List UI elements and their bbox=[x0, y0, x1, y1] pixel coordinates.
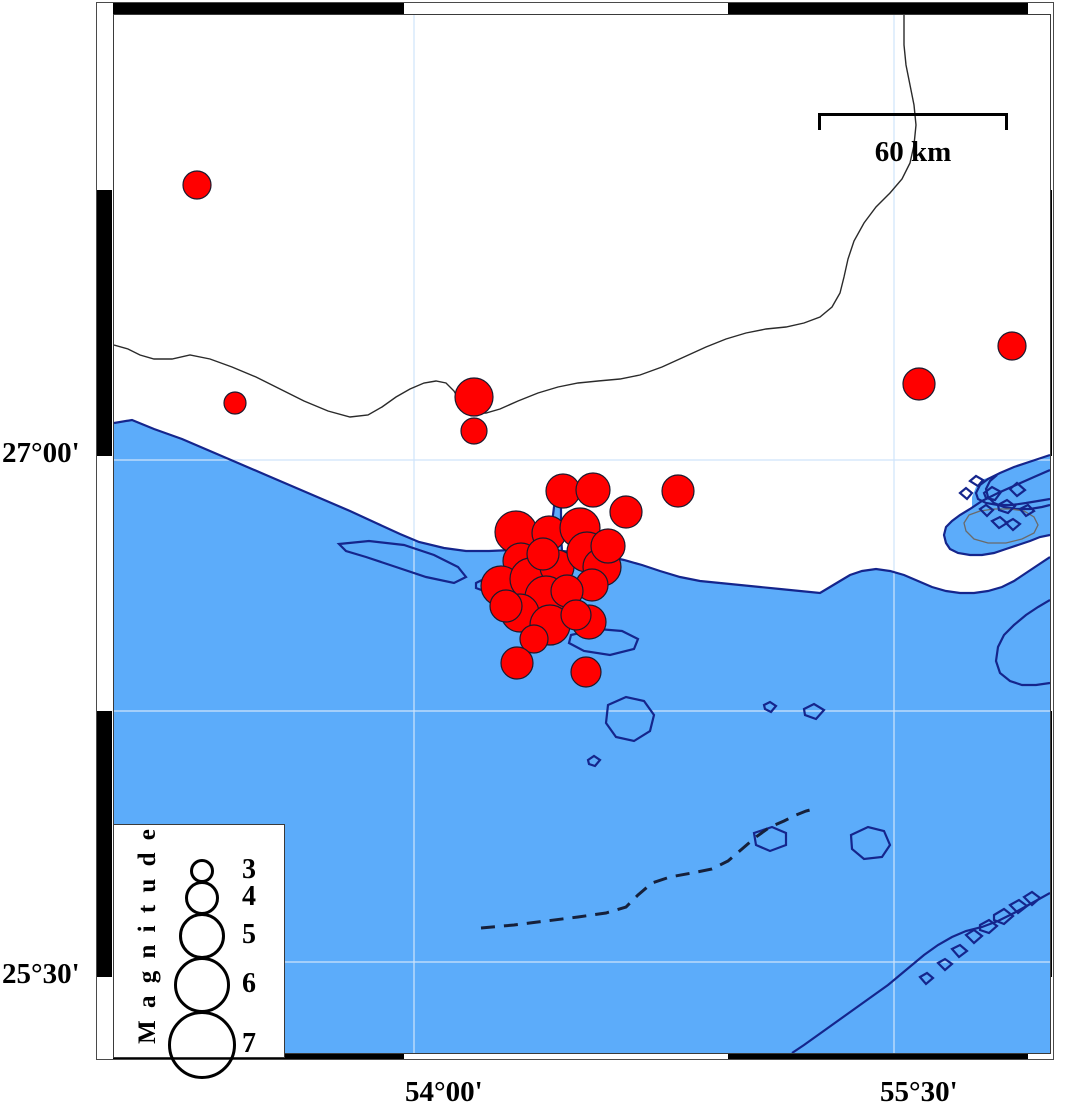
epicenter-marker bbox=[545, 473, 581, 509]
epicenter-marker bbox=[526, 537, 560, 571]
legend-circle-4 bbox=[185, 881, 219, 915]
legend-label-3: 3 bbox=[242, 854, 256, 885]
legend-circle-6 bbox=[174, 957, 230, 1013]
scale-bar-label: 60 km bbox=[874, 136, 952, 168]
epicenter-marker bbox=[570, 656, 602, 688]
epicenter-marker bbox=[182, 170, 212, 200]
epicenter-markers bbox=[182, 170, 1027, 688]
frame-tick-top bbox=[728, 3, 1028, 14]
y-axis-tick-label-25: 25°30' bbox=[2, 958, 80, 990]
epicenter-marker bbox=[500, 646, 534, 680]
legend-title: M a g n i t u d e bbox=[134, 826, 161, 1044]
epicenter-marker bbox=[575, 472, 611, 508]
frame-tick-top bbox=[113, 3, 404, 14]
coastline bbox=[114, 418, 1050, 1053]
legend-label-6: 6 bbox=[242, 968, 256, 999]
frame-tick-left bbox=[97, 711, 112, 977]
epicenter-marker bbox=[590, 528, 626, 564]
epicenter-marker bbox=[519, 624, 549, 654]
epicenter-marker bbox=[460, 417, 488, 445]
epicenter-marker bbox=[609, 495, 643, 529]
epicenter-marker bbox=[489, 589, 523, 623]
epicenter-marker bbox=[454, 377, 494, 417]
y-axis-tick-label-27: 27°00' bbox=[2, 437, 80, 469]
epicenter-marker bbox=[997, 331, 1027, 361]
epicenter-marker bbox=[661, 474, 695, 508]
epicenter-marker bbox=[560, 599, 592, 631]
scale-bar bbox=[818, 113, 1008, 131]
political-border bbox=[114, 15, 917, 418]
legend-label-7: 7 bbox=[242, 1028, 256, 1059]
legend-circle-5 bbox=[179, 913, 225, 959]
fault-dashed-line bbox=[480, 807, 815, 930]
x-axis-tick-label-54: 54°00' bbox=[405, 1076, 483, 1108]
frame-tick-left bbox=[97, 190, 112, 456]
legend-circle-7 bbox=[168, 1011, 236, 1079]
legend-label-4: 4 bbox=[242, 881, 256, 912]
legend-label-5: 5 bbox=[242, 919, 256, 950]
epicenter-marker bbox=[223, 391, 247, 415]
epicenter-marker bbox=[902, 367, 936, 401]
x-axis-tick-label-55: 55°30' bbox=[880, 1076, 958, 1108]
legend-circle-3 bbox=[190, 859, 214, 883]
